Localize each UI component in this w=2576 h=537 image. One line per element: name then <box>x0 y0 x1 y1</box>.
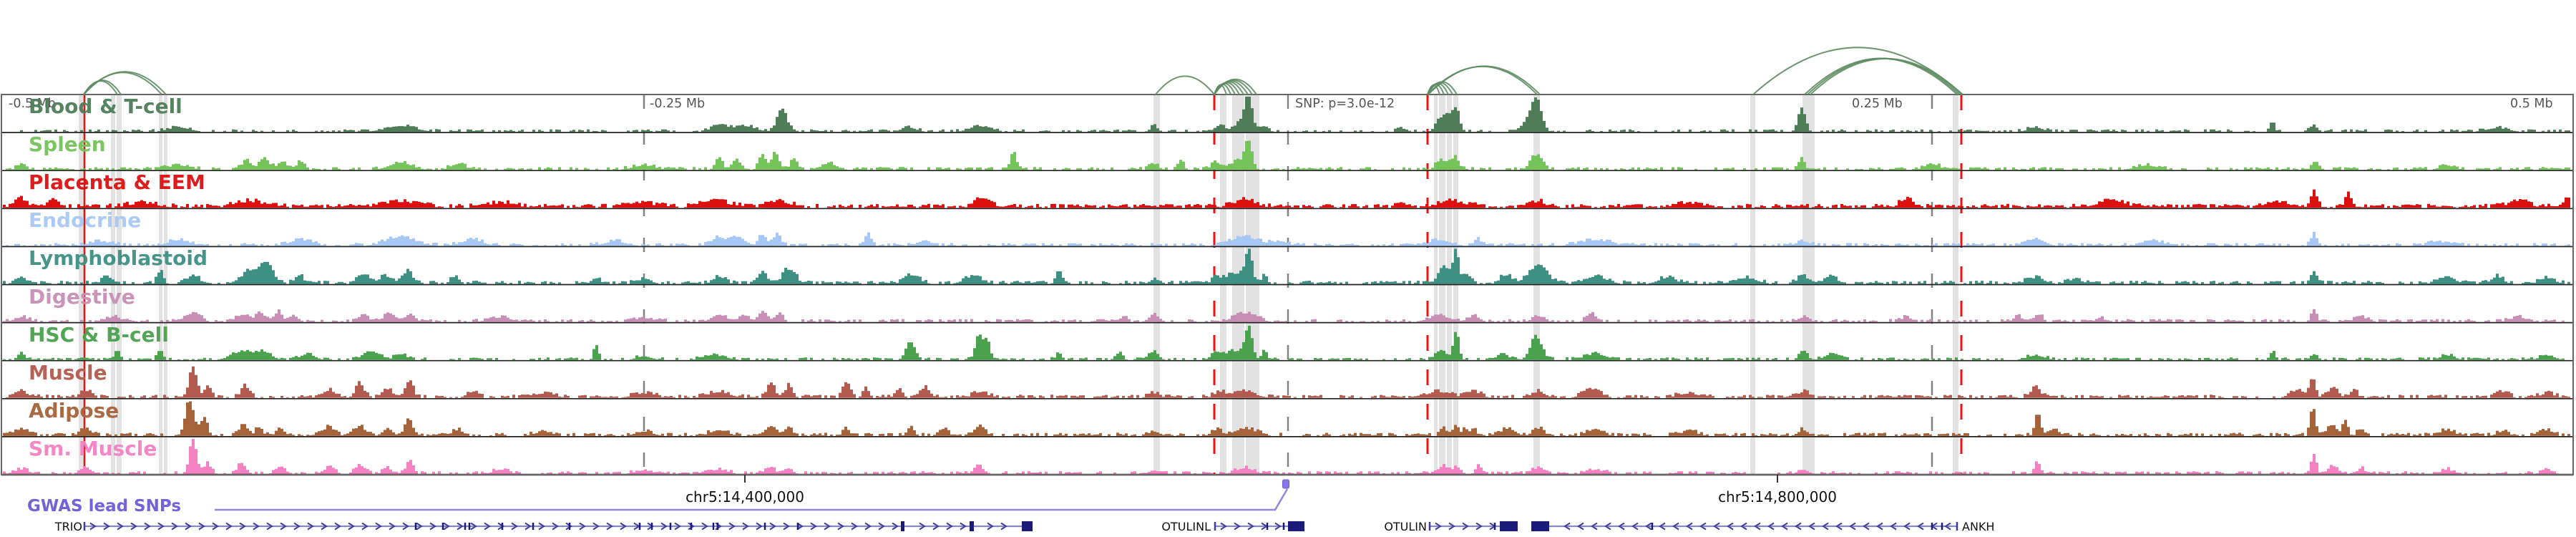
signal-blood-t-cell <box>3 97 2570 132</box>
signal-hsc-b-cell <box>3 325 2570 360</box>
signal-adipose <box>3 401 2570 436</box>
gene-strand-chevrons <box>1435 522 1496 531</box>
interaction-arc <box>1807 57 1960 95</box>
gene-exon-box <box>1288 521 1304 531</box>
panel-border <box>1 94 2574 475</box>
signal-lymphoblastoid <box>3 248 2570 284</box>
gwas-leader-line <box>215 488 1289 511</box>
gene-exon-box <box>1022 521 1033 531</box>
interaction-arc <box>1214 78 1257 95</box>
interaction-arc <box>83 71 167 95</box>
signal-placenta-eem <box>3 189 2570 208</box>
interaction-arc <box>1810 58 1962 95</box>
gene-exon-box <box>970 521 974 531</box>
gene-strand-chevrons <box>89 522 1008 531</box>
interaction-arc <box>1428 65 1541 95</box>
gene-strand-chevrons <box>1220 522 1282 531</box>
gene-exon-box <box>901 521 904 531</box>
gene-exon-box <box>1500 521 1518 531</box>
gwas-snp-marker <box>1282 479 1289 489</box>
gene-strand-chevrons <box>1563 522 1951 531</box>
gene-exon-box <box>1531 521 1549 531</box>
signal-spleen <box>3 140 2570 170</box>
signal-digestive <box>3 309 2570 322</box>
interaction-arc <box>1804 57 1958 95</box>
interaction-arc <box>1155 75 1215 95</box>
signal-endocrine <box>3 231 2570 246</box>
signal-sm-muscle <box>3 438 2570 474</box>
signal-muscle <box>3 366 2570 398</box>
